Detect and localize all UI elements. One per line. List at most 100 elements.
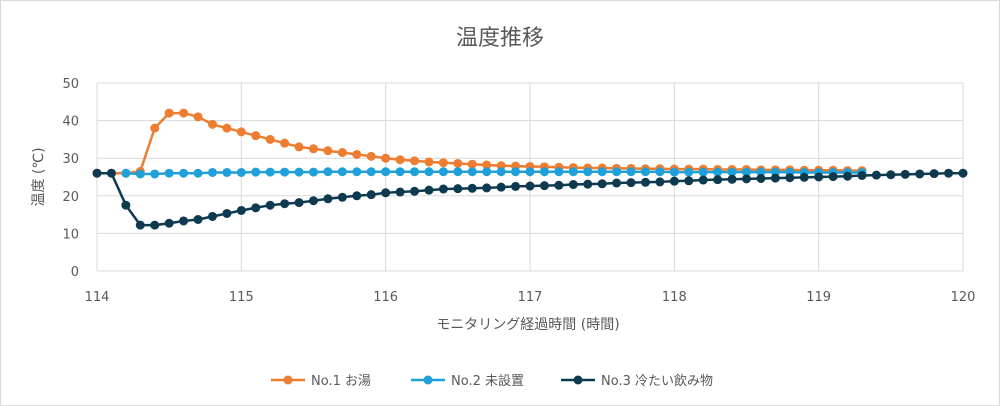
data-point: [179, 108, 189, 118]
data-point: [265, 167, 275, 177]
data-point: [236, 167, 246, 177]
series-2: [121, 167, 867, 179]
data-point: [323, 167, 333, 177]
data-point: [135, 220, 145, 230]
data-point: [424, 185, 434, 195]
data-point: [554, 180, 564, 190]
data-point: [539, 181, 549, 191]
data-point: [857, 170, 867, 180]
data-point: [814, 172, 824, 182]
data-point: [482, 167, 492, 177]
data-point: [843, 171, 853, 181]
data-point: [438, 158, 448, 168]
data-point: [352, 191, 362, 201]
data-point: [727, 174, 737, 184]
legend-marker: [423, 375, 433, 385]
data-point: [179, 168, 189, 178]
data-point: [770, 173, 780, 183]
y-tick-label: 10: [62, 227, 79, 242]
data-point: [337, 148, 347, 158]
data-point: [265, 134, 275, 144]
data-point: [525, 181, 535, 191]
data-point: [381, 153, 391, 163]
legend-item: No.1 お湯: [271, 374, 371, 389]
data-point: [395, 167, 405, 177]
data-point: [193, 168, 203, 178]
chart-title: 温度推移: [456, 26, 544, 51]
y-tick-label: 50: [62, 77, 79, 92]
data-point: [309, 196, 318, 206]
data-point: [294, 167, 304, 177]
series-1: [92, 108, 867, 178]
data-point: [568, 167, 578, 177]
data-point: [785, 173, 795, 183]
data-point: [640, 177, 650, 187]
data-point: [655, 167, 665, 177]
data-point: [323, 146, 333, 156]
legend-label: No.1 お湯: [311, 374, 371, 389]
legend-item: No.3 冷たい飲み物: [561, 373, 713, 389]
data-point: [164, 108, 174, 118]
legend: No.1 お湯 No.2 未設置 No.3 冷たい飲み物: [271, 373, 713, 389]
data-point: [294, 142, 304, 152]
data-point: [511, 167, 521, 177]
data-point: [597, 179, 607, 189]
series-line: [125, 170, 862, 176]
data-point: [381, 167, 391, 177]
x-tick-label: 120: [951, 290, 976, 305]
data-point: [626, 167, 636, 177]
data-point: [511, 181, 521, 191]
data-point: [727, 167, 737, 177]
data-point: [207, 167, 217, 177]
data-point: [179, 216, 189, 226]
data-point: [251, 131, 261, 141]
data-point: [280, 199, 290, 209]
x-axis-label: モニタリング経過時間 (時間): [436, 317, 619, 333]
data-point: [467, 183, 477, 193]
data-point: [150, 220, 160, 230]
data-point: [684, 167, 694, 177]
data-point: [742, 167, 751, 177]
data-point: [395, 155, 405, 165]
legend-label: No.3 冷たい飲み物: [601, 373, 713, 389]
data-point: [222, 123, 232, 133]
legend-marker: [283, 375, 293, 385]
data-point: [366, 190, 376, 200]
data-point: [164, 168, 174, 178]
data-point: [337, 192, 347, 202]
data-point: [482, 160, 492, 170]
data-point: [106, 168, 116, 178]
x-tick-label: 117: [518, 290, 543, 305]
data-point: [915, 169, 925, 179]
data-point: [655, 177, 665, 187]
data-point: [121, 168, 131, 178]
data-point: [467, 159, 477, 169]
y-tick-labels: 0 10 20 30 40 50: [62, 77, 79, 280]
data-point: [251, 167, 261, 177]
data-point: [900, 169, 910, 179]
data-point: [135, 169, 145, 179]
data-point: [150, 123, 160, 133]
data-point: [410, 156, 420, 166]
data-point: [381, 188, 391, 198]
data-point: [669, 167, 679, 177]
data-point: [92, 168, 102, 178]
y-axis-label: 温度 (℃): [31, 147, 47, 206]
data-point: [713, 167, 723, 177]
data-point: [496, 167, 506, 177]
data-point: [525, 167, 535, 177]
x-tick-label: 116: [373, 290, 398, 305]
legend-marker: [573, 375, 583, 385]
data-point: [554, 167, 564, 177]
data-point: [251, 203, 261, 213]
data-point: [612, 178, 622, 188]
data-point: [438, 184, 448, 194]
x-tick-labels: 114 115 116 117 118 119 120: [85, 290, 976, 305]
data-point: [280, 138, 290, 148]
data-point: [366, 167, 376, 177]
data-point: [958, 168, 968, 178]
data-point: [309, 167, 318, 177]
data-point: [280, 167, 290, 177]
data-point: [597, 167, 607, 177]
